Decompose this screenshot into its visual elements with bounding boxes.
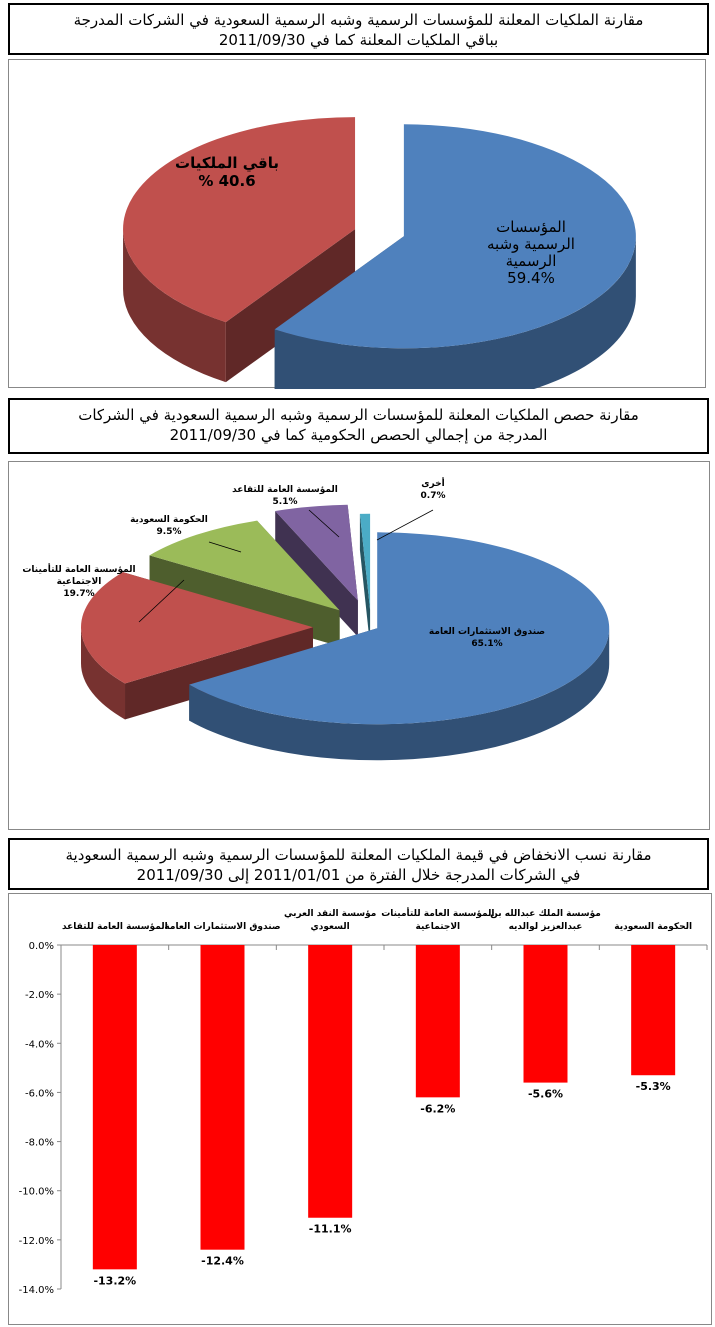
- chart2-label-slice-0: صندوق الاستثمارات العامة 65.1%: [429, 627, 545, 649]
- y-tick-label: -14.0%: [19, 1285, 54, 1296]
- y-tick-label: -4.0%: [25, 1039, 54, 1050]
- category-label-5: الحكومة السعودية: [614, 922, 692, 932]
- y-tick-label: -8.0%: [25, 1138, 54, 1149]
- chart1-slice-0: [274, 124, 636, 349]
- chart2-label-slice-3: المؤسسة العامة للتقاعد 5.1%: [232, 485, 338, 507]
- category-label-0: المؤسسة العامة للتقاعد: [62, 922, 168, 932]
- chart2-leader-line: [376, 509, 434, 541]
- chart2-slice-cut: [275, 510, 358, 637]
- y-tick-label: -2.0%: [25, 990, 54, 1001]
- bar-1: [200, 945, 245, 1250]
- chart1-slice-1: [123, 117, 356, 323]
- chart3-title-line2: في الشركات المدرجة خلال الفترة من 2011/0…: [136, 866, 581, 884]
- chart2-slice-2: [149, 520, 340, 611]
- chart2-slice-wall: [81, 627, 126, 720]
- chart1-slice-wall: [274, 236, 636, 389]
- y-tick-label: -10.0%: [19, 1187, 54, 1198]
- chart1-slice-wall: [123, 229, 226, 383]
- chart1-slice-cut: [225, 229, 356, 383]
- chart2-slice-3: [275, 504, 358, 601]
- chart2-label-slice-1: المؤسسة العامة للتأمينات الاجتماعية 19.7%: [22, 563, 135, 599]
- chart2-pie-svg: صندوق الاستثمارات العامة 65.1% المؤسسة الع…: [22, 477, 610, 761]
- chart2-leader-line: [308, 509, 340, 538]
- chart1-title-line1: مقارنة الملكيات المعلنة للمؤسسات الرسمية…: [73, 11, 644, 29]
- bar-data-label-4: -5.6%: [528, 1088, 563, 1101]
- bar-data-label-0: -13.2%: [93, 1274, 136, 1287]
- chart1-title-line2: بباقي الملكيات المعلنة كما في 2011/09/30: [218, 31, 499, 49]
- chart2-slice-4: [359, 513, 371, 610]
- chart2-pie-frame: صندوق الاستثمارات العامة 65.1% المؤسسة الع…: [8, 461, 710, 830]
- bar-data-label-5: -5.3%: [636, 1080, 671, 1093]
- category-label-3: المؤسسة العامة للتأمينات الاجتماعية: [381, 907, 494, 932]
- chart2-slice-1: [81, 572, 314, 684]
- chart2-title: مقارنة حصص الملكيات المعلنة للمؤسسات الر…: [8, 398, 709, 454]
- chart2-label-slice-2: الحكومة السعودية 9.5%: [130, 515, 208, 537]
- chart1-slices: [123, 117, 636, 389]
- chart3-bar-svg: 0.0% -2.0% -4.0% -6.0% -8.0% -10.0% -12.0% -14.…: [19, 907, 708, 1296]
- bar-5: [631, 945, 676, 1076]
- bar-2: [308, 945, 353, 1218]
- chart3-title-line1: مقارنة نسب الانخفاض في قيمة الملكيات الم…: [65, 846, 652, 864]
- chart3-title: مقارنة نسب الانخفاض في قيمة الملكيات الم…: [8, 838, 709, 890]
- category-label-2: مؤسسة النقد العربي السعودي: [284, 909, 376, 932]
- chart2-slice-cut: [125, 627, 314, 720]
- chart2-leader-line: [208, 541, 242, 553]
- chart2-slice-cut: [359, 513, 371, 646]
- bar-data-label-3: -6.2%: [420, 1102, 455, 1115]
- chart3-bar-frame: 0.0% -2.0% -4.0% -6.0% -8.0% -10.0% -12.0% -14.…: [8, 893, 712, 1325]
- y-tick-label: 0.0%: [29, 941, 54, 952]
- bar-0: [92, 945, 137, 1270]
- chart2-label-slice-4: أخرى 0.7%: [421, 477, 446, 501]
- y-tick-label: -6.0%: [25, 1088, 54, 1099]
- chart2-slice-0: [189, 532, 610, 725]
- chart2-slices: [81, 504, 610, 761]
- bar-data-label-2: -11.1%: [309, 1223, 352, 1236]
- category-label-4: مؤسسة الملك عبدالله بن عبدالعزيز لوالديه: [490, 909, 601, 932]
- bar-3: [415, 945, 460, 1098]
- chart2-title-line2: المدرجة من إجمالي الحصص الحكومية كما في …: [169, 426, 548, 444]
- chart1-pie-frame: المؤسسات الرسمية وشبه الرسمية 59.4% باقي الم…: [8, 59, 706, 389]
- chart1-pie-svg: المؤسسات الرسمية وشبه الرسمية 59.4% باقي الم…: [123, 117, 636, 389]
- chart2-title-line1: مقارنة حصص الملكيات المعلنة للمؤسسات الر…: [78, 406, 639, 424]
- bar-4: [523, 945, 568, 1083]
- chart1-label-slice-0: المؤسسات الرسمية وشبه الرسمية 59.4%: [487, 218, 575, 287]
- category-label-1: صندوق الاستثمارات العامة: [164, 922, 280, 932]
- chart2-leader-line: [138, 579, 185, 623]
- chart1-label-slice-1: باقي الملكيات 40.6 %: [175, 154, 279, 190]
- chart2-slice-wall: [189, 628, 610, 761]
- chart1-title: مقارنة الملكيات المعلنة للمؤسسات الرسمية…: [8, 3, 709, 55]
- y-tick-label: -12.0%: [19, 1236, 54, 1247]
- bar-data-label-1: -12.4%: [201, 1255, 244, 1268]
